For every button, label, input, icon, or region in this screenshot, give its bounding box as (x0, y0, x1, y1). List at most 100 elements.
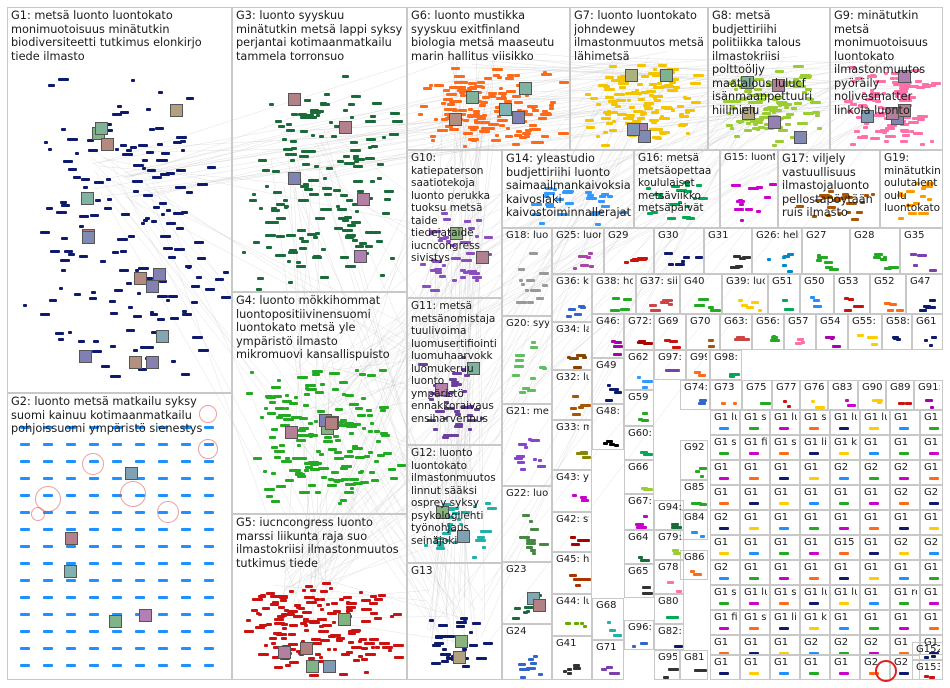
group-cell-g4[interactable]: G4: luonto mökkihommat luontopositiivine… (232, 292, 407, 514)
group-cell-g45[interactable]: G45: holmö (552, 552, 592, 594)
group-cell-g76[interactable]: G76 (800, 380, 828, 410)
group-cell-small[interactable]: G1 luo (740, 585, 770, 610)
group-cell-g30[interactable]: G30 (654, 228, 704, 274)
group-cell-small[interactable]: G2 (710, 560, 740, 585)
group-cell-g52[interactable]: G52 (870, 274, 906, 314)
group-cell-g50[interactable]: G50 (800, 274, 834, 314)
group-cell-small[interactable]: G1 (890, 610, 920, 635)
group-cell-small[interactable]: G1 (770, 635, 800, 655)
group-cell-small[interactable]: G1 lich (800, 435, 830, 460)
group-cell-g41[interactable]: G41 (552, 636, 592, 680)
group-cell-g8[interactable]: G8: metsä budjettiriihi politiikka talou… (708, 7, 830, 150)
group-cell-small[interactable]: G2 (920, 485, 943, 510)
group-cell-small[interactable]: G1 (830, 560, 860, 585)
group-cell-g59[interactable]: G59 (624, 390, 654, 426)
group-cell-g25[interactable]: G25: luonto lähiluont (552, 228, 604, 274)
group-cell-g28[interactable]: G28 (850, 228, 900, 274)
group-cell-g7[interactable]: G7: luonto luontokato johndewey ilmaston… (570, 7, 708, 150)
group-cell-small[interactable]: G1 (710, 655, 740, 680)
group-cell-g32[interactable]: G32: luonto kirja (552, 370, 592, 420)
group-cell-small[interactable]: G1 (740, 635, 770, 655)
group-cell-small[interactable]: G1 lich (770, 610, 800, 635)
group-cell-g49[interactable]: G49 (592, 358, 624, 404)
group-cell-g23[interactable]: G23 (502, 562, 552, 624)
group-cell-g66[interactable]: G66 (624, 460, 654, 494)
group-cell-g48[interactable]: G48: met ilm (592, 404, 624, 450)
group-cell-small[interactable]: G1 (860, 560, 890, 585)
group-cell-small[interactable]: G1 (740, 485, 770, 510)
group-cell-g29[interactable]: G29 (604, 228, 654, 274)
group-cell-small[interactable]: G1 luo (710, 410, 740, 435)
group-cell-g16[interactable]: G16: metsä metsäopettaa koululaiset mets… (634, 150, 720, 228)
group-cell-small[interactable]: G1 (890, 560, 920, 585)
group-cell-g13[interactable]: G13 (407, 563, 502, 680)
group-cell-small[interactable]: G1 retk (920, 410, 943, 435)
group-cell-g43[interactable]: G43: yhteis luonto (552, 470, 592, 512)
group-cell-small[interactable]: G1 sät (800, 410, 830, 435)
group-cell-g12[interactable]: G12: luonto luontokato ilmastonmuutos li… (407, 445, 502, 563)
group-cell-small[interactable]: G1 luo (830, 585, 860, 610)
group-cell-g95[interactable]: G95: ura (654, 650, 680, 680)
group-cell-g5[interactable]: G5: iucncongress luonto marssi liikunta … (232, 514, 407, 680)
group-cell-small[interactable]: G1 kä (800, 610, 830, 635)
group-cell-small[interactable]: G1 sta (740, 610, 770, 635)
group-cell-g99[interactable]: G99: oul (686, 350, 710, 380)
group-cell-g34[interactable]: G34: lappi ylläs (552, 322, 592, 370)
group-cell-small[interactable]: G1 (890, 435, 920, 460)
group-cell-g84[interactable]: G84 (680, 510, 708, 540)
group-cell-g39[interactable]: G39: luonto (722, 274, 768, 314)
group-cell-small[interactable]: G2 (860, 460, 890, 485)
group-cell-g44[interactable]: G44: luonto (552, 594, 592, 636)
group-cell-g83[interactable]: G83 (828, 380, 858, 410)
group-cell-small[interactable]: G1 luo (800, 585, 830, 610)
group-cell-g27[interactable]: G27 (802, 228, 850, 274)
group-cell-small[interactable]: G1 syntı (710, 435, 740, 460)
group-cell-g96[interactable]: G96: kal (624, 620, 654, 650)
group-cell-g24[interactable]: G24 (502, 624, 552, 680)
group-cell-small[interactable]: G1 (920, 510, 943, 535)
group-cell-g36[interactable]: G36: kalast (552, 274, 592, 322)
group-cell-small[interactable]: G1 (740, 460, 770, 485)
group-cell-g60[interactable]: G60: luo (624, 426, 654, 460)
group-cell-small[interactable]: G2 (860, 635, 890, 655)
group-cell-small[interactable]: G1 (800, 655, 830, 680)
group-cell-small[interactable]: G1 (860, 510, 890, 535)
group-cell-small[interactable]: G1 luo (860, 410, 890, 435)
group-cell-g56[interactable]: G56: luon (752, 314, 784, 350)
group-cell-g11[interactable]: G11: metsä metsänomistaja tuulivoima luo… (407, 298, 502, 445)
group-cell-small[interactable]: G1 (890, 635, 920, 655)
group-cell-small[interactable]: G1 (770, 510, 800, 535)
group-cell-g75[interactable]: G75 (742, 380, 772, 410)
group-cell-small[interactable]: G1 (920, 435, 943, 460)
group-cell-g51[interactable]: G51 (768, 274, 800, 314)
group-cell-small[interactable]: G1 (800, 510, 830, 535)
group-cell-g64[interactable]: G64 (624, 530, 654, 564)
group-cell-g22[interactable]: G22: luonto paikallis jääkäripr reservil… (502, 486, 552, 562)
group-cell-g79[interactable]: G79: tutk (654, 530, 684, 560)
group-cell-g89[interactable]: G89 (886, 380, 914, 410)
group-cell-small[interactable]: G1 (920, 635, 943, 655)
group-cell-small[interactable]: G2 (800, 635, 830, 655)
group-cell-small[interactable]: G2 (890, 535, 920, 560)
group-cell-small[interactable]: G1 luo (830, 410, 860, 435)
group-cell-small[interactable]: G2 (710, 510, 740, 535)
group-cell-g70[interactable]: G70 (686, 314, 720, 350)
group-cell-small[interactable]: G1 (890, 510, 920, 535)
group-cell-g85[interactable]: G85 (680, 480, 708, 510)
group-cell-small[interactable]: G1 (890, 410, 920, 435)
group-cell-small[interactable]: G1 (860, 535, 890, 560)
group-cell-small[interactable]: G1 (800, 560, 830, 585)
group-cell-small[interactable]: G1 (770, 560, 800, 585)
group-cell-small[interactable]: G2 (830, 460, 860, 485)
group-cell-g31[interactable]: G31 (704, 228, 752, 274)
group-cell-small[interactable]: G2 (920, 535, 943, 560)
group-cell-small[interactable]: G1 (860, 585, 890, 610)
group-cell-small[interactable]: G1 (920, 610, 943, 635)
group-cell-g78[interactable]: G78 (654, 560, 684, 594)
group-cell-g98[interactable]: G98: kes (710, 350, 742, 380)
group-cell-g65[interactable]: G65 (624, 564, 654, 598)
group-cell-small[interactable]: G1 (710, 535, 740, 560)
group-cell-small[interactable]: G1 syntı (920, 585, 943, 610)
group-cell-small[interactable]: G2 (890, 460, 920, 485)
group-cell-small[interactable]: G1 syk (710, 585, 740, 610)
